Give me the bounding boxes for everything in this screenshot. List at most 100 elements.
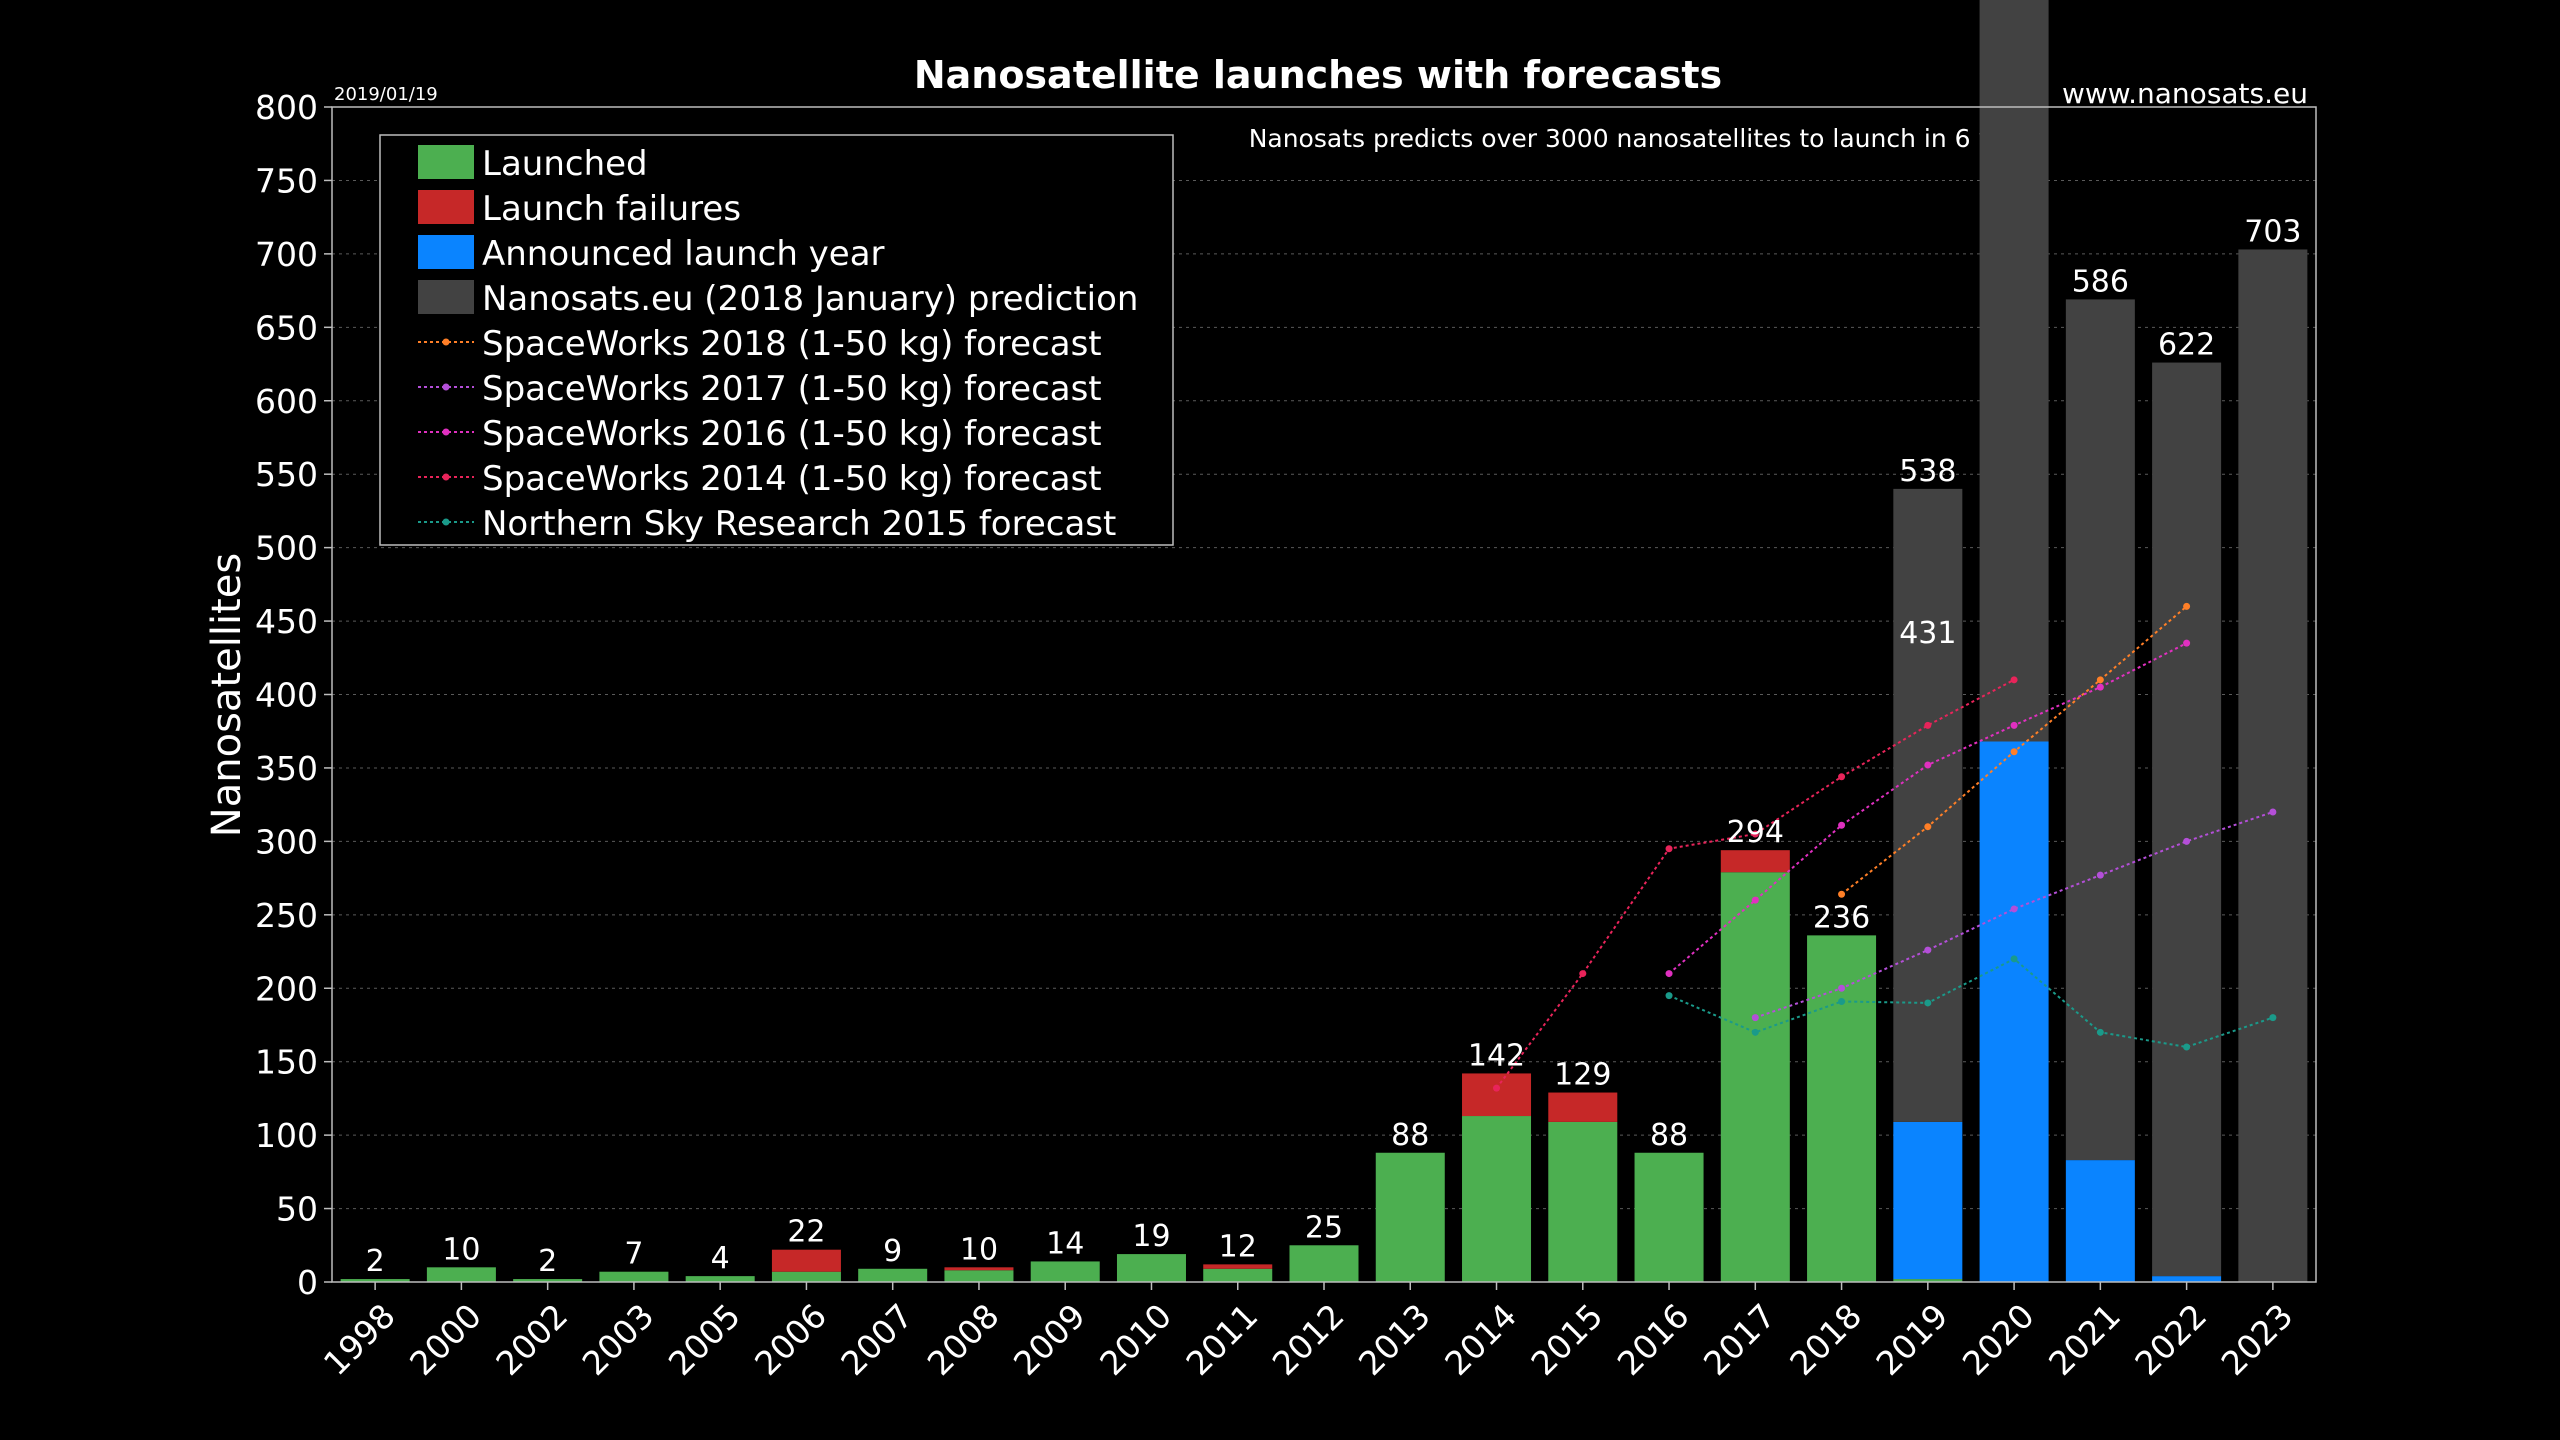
bar-total-label-2019: 538 (1899, 454, 1956, 489)
bar-total-label-2002: 2 (538, 1244, 557, 1279)
legend-label-spaceworks2014: SpaceWorks 2014 (1-50 kg) forecast (482, 459, 1102, 499)
legend-marker-spaceworks2017 (442, 383, 450, 391)
legend: Launched Launch failures Announced launch … (379, 134, 1174, 546)
bar-2021-prediction (2065, 299, 2135, 1161)
point-spaceworks2014-2016 (1665, 845, 1673, 853)
website-link[interactable]: www.nanosats.eu (2062, 77, 2308, 110)
legend-marker-spaceworks2016 (442, 428, 450, 436)
bar-total-label-2015: 129 (1554, 1058, 1611, 1093)
bar-2000-launched (426, 1267, 496, 1282)
bar-2019-prediction (1893, 488, 1963, 1122)
y-tick-label-350: 350 (255, 749, 318, 788)
chart-note: Nanosats predicts over 3000 nanosatellit… (1249, 124, 2048, 153)
point-nsr2015-2022 (2183, 1043, 2191, 1051)
bar-2022-prediction (2152, 362, 2222, 1277)
bar-total-label-2008: 10 (960, 1232, 998, 1267)
bar-2002-launched (513, 1279, 583, 1282)
bar-2015-failures (1548, 1092, 1618, 1122)
legend-swatch-launched (418, 145, 474, 179)
y-tick-label-200: 200 (255, 969, 318, 1008)
bar-total-label-2013: 88 (1391, 1118, 1429, 1153)
bar-total-label-2016: 88 (1650, 1118, 1688, 1153)
bar-2020-announced (1979, 741, 2049, 1282)
y-tick-label-650: 650 (255, 308, 318, 347)
point-spaceworks2016-2020 (2010, 721, 2018, 729)
point-nsr2015-2016 (1665, 992, 1673, 1000)
point-spaceworks2018-2018 (1838, 890, 1846, 898)
y-tick-label-500: 500 (255, 529, 318, 568)
bar-2014-failures (1462, 1073, 1532, 1117)
point-spaceworks2016-2017 (1751, 896, 1759, 904)
point-spaceworks2014-2017 (1751, 830, 1759, 838)
legend-marker-nsr2015 (442, 518, 450, 526)
point-spaceworks2018-2021 (2096, 676, 2104, 684)
bar-2007-launched (858, 1268, 928, 1282)
bar-2021-announced (2065, 1160, 2135, 1282)
point-spaceworks2017-2017 (1751, 1014, 1759, 1022)
legend-label-spaceworks2017: SpaceWorks 2017 (1-50 kg) forecast (482, 369, 1102, 409)
y-tick-label-0: 0 (297, 1263, 318, 1302)
bar-total-label-2006: 22 (787, 1215, 825, 1250)
y-tick-label-700: 700 (255, 235, 318, 274)
bar-2017-failures (1720, 850, 1790, 873)
bar-total-label-2007: 9 (883, 1234, 902, 1269)
point-spaceworks2018-2019 (1924, 823, 1932, 831)
bar-total-label-1998: 2 (366, 1244, 385, 1279)
point-spaceworks2018-2020 (2010, 748, 2018, 756)
y-tick-label-800: 800 (255, 88, 318, 127)
bar-total-label-2000: 10 (442, 1232, 480, 1267)
point-nsr2015-2018 (1838, 997, 1846, 1005)
legend-marker-spaceworks2018 (442, 338, 450, 346)
legend-label-failures: Launch failures (482, 189, 741, 229)
bar-total-label-2021: 586 (2072, 264, 2129, 299)
data-labels: 2102742291014191225881421298829423653854… (366, 214, 2302, 1279)
bar-2003-launched (599, 1271, 669, 1282)
bar-2014-launched (1462, 1116, 1532, 1282)
bars (340, 0, 2308, 1282)
bar-2019-launched (1893, 1279, 1963, 1282)
bar-2006-failures (771, 1249, 841, 1272)
bar-2010-launched (1116, 1254, 1186, 1282)
bar-2011-launched (1203, 1268, 1273, 1282)
point-nsr2015-2020 (2010, 955, 2018, 963)
date-stamp: 2019/01/19 (334, 84, 438, 105)
point-nsr2015-2021 (2096, 1028, 2104, 1036)
point-spaceworks2016-2019 (1924, 761, 1932, 769)
bar-2017-launched (1720, 872, 1790, 1282)
bar-2011-failures (1203, 1264, 1273, 1269)
y-axis-label: Nanosatellites (204, 553, 250, 837)
bar-2008-failures (944, 1267, 1014, 1271)
point-spaceworks2014-2019 (1924, 721, 1932, 729)
legend-swatch-failures (418, 190, 474, 224)
bar-2005-launched (685, 1276, 755, 1282)
bar-2018-launched (1807, 935, 1877, 1282)
bar-2006-launched (771, 1271, 841, 1282)
bar-2016-launched (1634, 1152, 1704, 1282)
bar-total-label-2003: 7 (624, 1237, 643, 1272)
point-spaceworks2017-2019 (1924, 946, 1932, 954)
bar-2023-prediction (2238, 249, 2308, 1282)
point-spaceworks2014-2014 (1493, 1084, 1501, 1092)
forecast-lines (1493, 602, 2277, 1092)
bar-total-label-2017: 294 (1727, 815, 1784, 850)
point-spaceworks2017-2021 (2096, 871, 2104, 879)
bar-2009-launched (1030, 1261, 1100, 1282)
y-tick-label-400: 400 (255, 676, 318, 715)
point-spaceworks2017-2023 (2269, 808, 2277, 816)
bar-total-label-2012: 25 (1305, 1210, 1343, 1245)
legend-label-prediction: Nanosats.eu (2018 January) prediction (482, 279, 1138, 319)
y-tick-label-450: 450 (255, 602, 318, 641)
bar-2019-announced (1893, 1121, 1963, 1280)
bar-2015-launched (1548, 1121, 1618, 1282)
bar-2008-launched (944, 1270, 1014, 1282)
y-tick-label-250: 250 (255, 896, 318, 935)
point-spaceworks2016-2021 (2096, 683, 2104, 691)
legend-label-spaceworks2018: SpaceWorks 2018 (1-50 kg) forecast (482, 324, 1102, 364)
chart-title: Nanosatellite launches with forecasts (914, 53, 1722, 97)
point-nsr2015-2017 (1751, 1028, 1759, 1036)
bar-total-label-2014: 142 (1468, 1038, 1525, 1073)
point-nsr2015-2023 (2269, 1014, 2277, 1022)
legend-swatch-prediction (418, 280, 474, 314)
y-axis-ticks: 0 50 100 150 200 250 300 350 400 450 500 550 600 650 7… (255, 88, 332, 1302)
bar-2020-prediction (1979, 0, 2049, 742)
